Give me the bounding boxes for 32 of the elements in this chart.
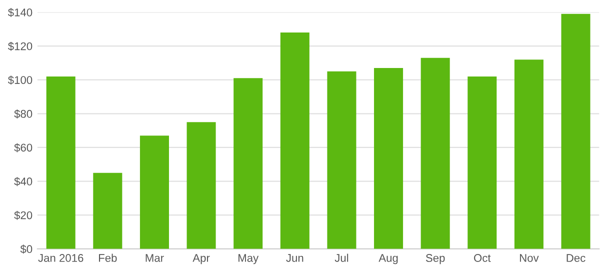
bar <box>280 32 310 249</box>
y-tick-label: $80 <box>14 109 32 118</box>
bar <box>140 136 169 249</box>
y-tick-label: $0 <box>20 244 32 254</box>
x-tick-label: Jul <box>334 254 348 262</box>
bar <box>186 122 216 249</box>
x-tick-label: Sep <box>426 254 445 264</box>
y-tick-label: $100 <box>8 76 32 85</box>
x-tick-label: Nov <box>520 254 539 262</box>
x-tick-label: Oct <box>474 254 491 262</box>
y-tick-label: $120 <box>8 42 32 51</box>
bar <box>46 76 76 249</box>
x-tick-label: Jun <box>286 254 304 262</box>
x-tick-label: Aug <box>378 254 398 264</box>
x-tick-label: Mar <box>146 254 164 262</box>
x-tick-label: Dec <box>566 254 586 262</box>
bar <box>234 78 263 249</box>
bar <box>420 58 450 249</box>
x-tick-label: Apr <box>192 254 210 264</box>
y-tick-label: $40 <box>14 177 32 186</box>
bar <box>468 76 497 249</box>
y-tick-label: $60 <box>14 143 32 152</box>
bar <box>327 71 356 249</box>
y-tick-label: $140 <box>8 8 32 18</box>
x-tick-label: Feb <box>99 254 117 262</box>
bar <box>93 172 122 249</box>
bar <box>561 14 590 249</box>
y-tick-label: $20 <box>14 210 32 220</box>
x-tick-label: May <box>238 254 259 264</box>
bar <box>514 60 544 249</box>
x-tick-label: Jan 2016 <box>38 254 84 262</box>
bar <box>374 68 404 249</box>
